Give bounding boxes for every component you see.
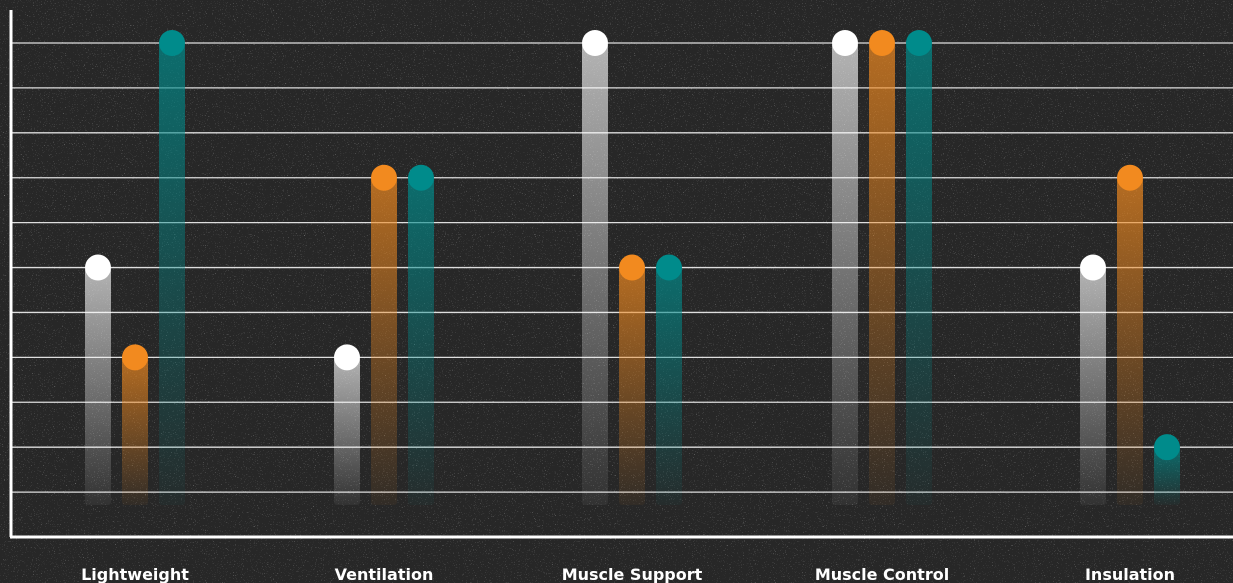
data-point-marker <box>1117 164 1143 191</box>
bar-stem <box>1117 177 1143 505</box>
data-point-marker <box>832 30 858 56</box>
data-point-marker <box>408 164 434 191</box>
data-point-marker <box>869 30 895 56</box>
bar-stem <box>85 267 111 505</box>
x-tick-label: Muscle Support <box>562 565 703 583</box>
x-tick-label: Insulation <box>1085 565 1175 583</box>
bar-stem <box>869 43 895 505</box>
data-point-marker <box>85 254 111 281</box>
data-point-marker <box>906 30 932 56</box>
axes <box>9 10 1233 539</box>
data-point-marker <box>371 164 397 191</box>
gridlines <box>11 42 1233 493</box>
bar-stem <box>582 43 608 505</box>
x-tick-label: Ventilation <box>335 565 434 583</box>
data-point-marker <box>159 30 185 56</box>
bar-stem <box>832 43 858 505</box>
data-point-marker <box>1080 254 1106 281</box>
bar-stem <box>159 43 185 505</box>
x-tick-label: Lightweight <box>81 565 189 583</box>
category-labels: Lightweight Ventilation Muscle Support Musc… <box>81 565 1175 583</box>
data-point-marker <box>656 254 682 281</box>
bar-stem <box>619 267 645 505</box>
data-point-marker <box>1154 434 1180 461</box>
bar-stem <box>1154 447 1180 505</box>
bar-stem <box>906 43 932 505</box>
bar-stem <box>656 267 682 505</box>
x-tick-label: Muscle Control <box>815 565 949 583</box>
bar-stem <box>408 177 434 505</box>
series-markers <box>85 30 1180 461</box>
bar-stem <box>334 357 360 505</box>
data-point-marker <box>334 344 360 371</box>
data-point-marker <box>122 344 148 371</box>
bar-stem <box>122 357 148 505</box>
series-stems <box>85 43 1180 505</box>
bar-stem <box>371 177 397 505</box>
bar-stem <box>1080 267 1106 505</box>
data-point-marker <box>582 30 608 56</box>
data-point-marker <box>619 254 645 281</box>
